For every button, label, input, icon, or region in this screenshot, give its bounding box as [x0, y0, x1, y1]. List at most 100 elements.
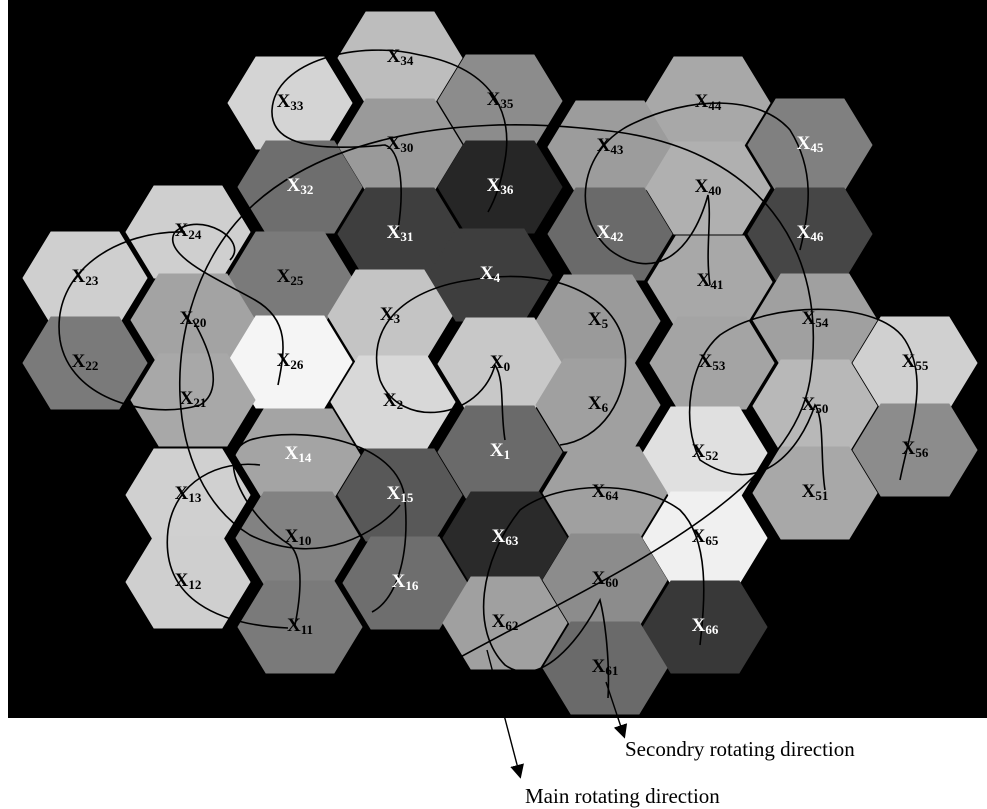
node-letter: X: [487, 175, 501, 196]
node-letter: X: [692, 615, 706, 636]
node-letter: X: [392, 571, 406, 592]
node-letter: X: [287, 615, 301, 636]
node-letter: X: [277, 91, 291, 112]
node-index: 0: [504, 359, 511, 374]
node-index: 63: [505, 533, 519, 548]
node-index: 54: [815, 315, 829, 330]
node-index: 61: [605, 663, 618, 678]
node-index: 26: [290, 357, 304, 372]
node-index: 64: [605, 488, 619, 503]
node-letter: X: [387, 222, 401, 243]
node-index: 45: [810, 140, 824, 155]
secondary-annotation: Secondry rotating direction: [625, 737, 855, 761]
node-letter: X: [175, 570, 189, 591]
node-letter: X: [492, 611, 506, 632]
node-index: 20: [193, 315, 206, 330]
node-letter: X: [902, 438, 916, 459]
node-index: 40: [708, 183, 721, 198]
node-letter: X: [597, 222, 611, 243]
node-index: 12: [188, 577, 201, 592]
node-letter: X: [492, 526, 506, 547]
node-letter: X: [480, 263, 494, 284]
node-index: 52: [705, 448, 718, 463]
node-index: 31: [400, 229, 413, 244]
node-index: 4: [494, 270, 501, 285]
node-index: 62: [505, 618, 518, 633]
node-index: 11: [301, 622, 313, 637]
node-letter: X: [797, 133, 811, 154]
node-letter: X: [277, 350, 291, 371]
node-index: 50: [815, 401, 828, 416]
node-letter: X: [490, 440, 504, 461]
node-index: 30: [400, 140, 413, 155]
node-letter: X: [588, 393, 602, 414]
main-annotation: Main rotating direction: [525, 784, 720, 808]
node-letter: X: [387, 483, 401, 504]
node-index: 22: [85, 358, 98, 373]
node-index: 46: [810, 229, 824, 244]
node-index: 42: [610, 229, 623, 244]
node-letter: X: [285, 526, 299, 547]
node-index: 23: [85, 273, 99, 288]
node-index: 41: [710, 277, 723, 292]
node-letter: X: [175, 483, 189, 504]
node-index: 65: [705, 533, 719, 548]
node-letter: X: [490, 352, 504, 373]
node-letter: X: [692, 526, 706, 547]
node-index: 3: [394, 311, 401, 326]
node-index: 6: [602, 400, 609, 415]
node-letter: X: [180, 388, 194, 409]
node-index: 15: [400, 490, 414, 505]
node-index: 43: [610, 142, 624, 157]
node-letter: X: [797, 222, 811, 243]
node-index: 51: [815, 488, 828, 503]
node-letter: X: [695, 91, 709, 112]
node-index: 13: [188, 490, 202, 505]
node-letter: X: [588, 309, 602, 330]
node-index: 34: [400, 53, 414, 68]
node-letter: X: [695, 176, 709, 197]
node-index: 36: [500, 182, 514, 197]
node-index: 32: [300, 182, 313, 197]
node-index: 2: [397, 397, 404, 412]
node-index: 24: [188, 227, 202, 242]
node-letter: X: [387, 133, 401, 154]
node-index: 14: [298, 450, 312, 465]
node-index: 60: [605, 575, 618, 590]
node-letter: X: [383, 390, 397, 411]
node-index: 56: [915, 445, 929, 460]
node-letter: X: [592, 481, 606, 502]
node-letter: X: [387, 46, 401, 67]
node-letter: X: [802, 394, 816, 415]
node-letter: X: [592, 656, 606, 677]
node-index: 10: [298, 533, 311, 548]
node-index: 21: [193, 395, 206, 410]
node-letter: X: [277, 266, 291, 287]
node-index: 5: [602, 316, 609, 331]
node-letter: X: [802, 308, 816, 329]
node-letter: X: [597, 135, 611, 156]
node-index: 25: [290, 273, 304, 288]
node-letter: X: [72, 266, 86, 287]
node-index: 16: [405, 578, 419, 593]
node-letter: X: [380, 304, 394, 325]
node-letter: X: [285, 443, 299, 464]
node-letter: X: [72, 351, 86, 372]
node-letter: X: [699, 351, 713, 372]
node-letter: X: [287, 175, 301, 196]
node-letter: X: [697, 270, 711, 291]
node-index: 66: [705, 622, 719, 637]
node-index: 33: [290, 98, 304, 113]
node-index: 35: [500, 96, 514, 111]
node-letter: X: [175, 220, 189, 241]
node-index: 1: [504, 447, 511, 462]
node-letter: X: [692, 441, 706, 462]
node-letter: X: [902, 351, 916, 372]
node-index: 53: [712, 358, 726, 373]
node-index: 44: [708, 98, 722, 113]
figure: X34X33X35X44X30X43X45X32X36X40X24X31X42X…: [0, 0, 987, 809]
node-index: 55: [915, 358, 929, 373]
node-letter: X: [487, 89, 501, 110]
node-letter: X: [802, 481, 816, 502]
node-letter: X: [592, 568, 606, 589]
